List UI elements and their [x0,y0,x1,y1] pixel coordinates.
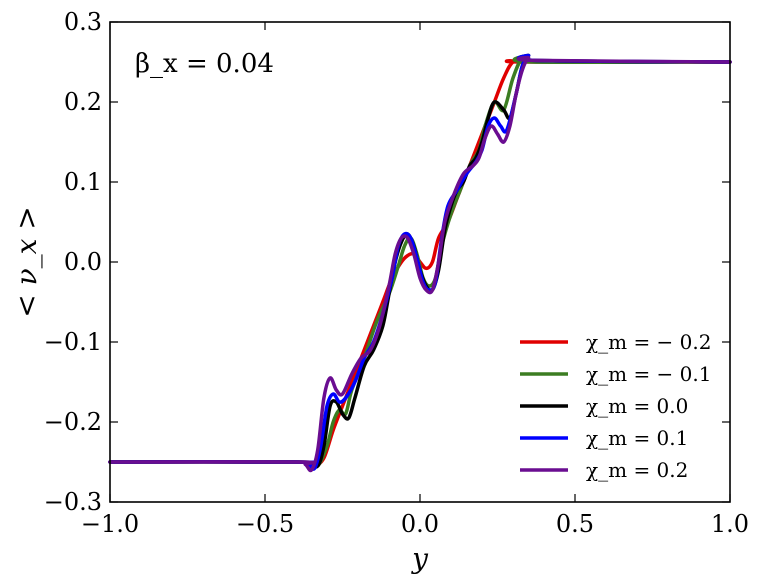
x-tick-label: 1.0 [711,510,749,538]
plot-frame [109,21,731,503]
y-tick-label: 0.1 [64,168,102,196]
x-axis-label: y [410,542,429,575]
ticks-layer: −1.0 −0.5 0.0 0.5 1.0 −0.3 −0.2 −0.1 0.0 0.1 0.2 0.… [44,8,749,538]
legend-label: χ_m = 0.0 [586,394,688,418]
series-line-3 [108,53,732,471]
x-tick-label: 0.0 [401,510,439,538]
annotation-beta: β_x = 0.04 [135,49,274,79]
x-tick-label: 0.5 [556,510,594,538]
legend-label: χ_m = 0.1 [586,426,688,450]
legend-label: χ_m = − 0.1 [586,362,711,386]
y-tick-label: −0.2 [44,408,102,436]
x-tick-label: −1.0 [81,510,139,538]
x-tick-label: −0.5 [236,510,294,538]
y-axis-label: < ν_x > [10,206,43,318]
series-layer [108,53,732,473]
y-tick-label: −0.1 [44,328,102,356]
series-line-4 [108,55,732,473]
y-tick-label: 0.0 [64,248,102,276]
y-tick-label: 0.2 [64,88,102,116]
legend-label: χ_m = 0.2 [586,458,688,482]
y-tick-label: 0.3 [64,8,102,36]
legend-label: χ_m = − 0.2 [586,330,711,354]
y-tick-label: −0.3 [44,488,102,516]
legend: χ_m = − 0.2 χ_m = − 0.1 χ_m = 0.0 χ_m = 0.1… [520,330,711,482]
